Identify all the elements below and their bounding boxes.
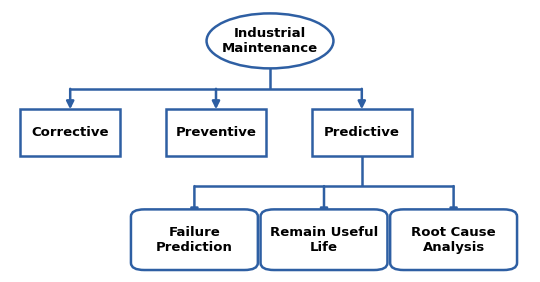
FancyBboxPatch shape [166, 109, 266, 156]
FancyBboxPatch shape [131, 209, 258, 270]
Text: Failure
Prediction: Failure Prediction [156, 226, 233, 254]
Text: Predictive: Predictive [324, 126, 400, 139]
Text: Industrial
Maintenance: Industrial Maintenance [222, 27, 318, 55]
FancyBboxPatch shape [260, 209, 387, 270]
FancyBboxPatch shape [21, 109, 120, 156]
FancyBboxPatch shape [312, 109, 412, 156]
FancyBboxPatch shape [390, 209, 517, 270]
Text: Remain Useful
Life: Remain Useful Life [270, 226, 378, 254]
Text: Root Cause
Analysis: Root Cause Analysis [411, 226, 496, 254]
Text: Preventive: Preventive [176, 126, 256, 139]
Ellipse shape [207, 14, 334, 69]
Text: Corrective: Corrective [31, 126, 109, 139]
